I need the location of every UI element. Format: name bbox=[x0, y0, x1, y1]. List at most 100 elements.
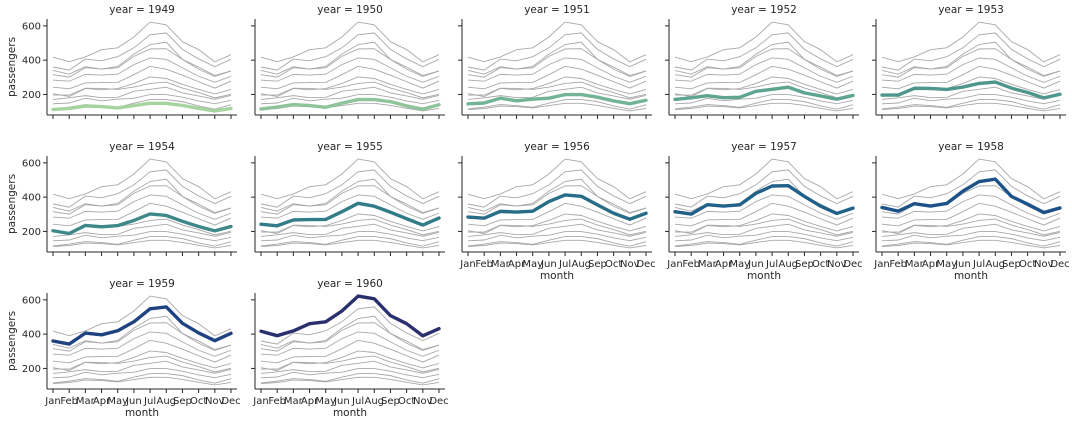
background-line-1949 bbox=[674, 239, 854, 249]
x-tick-label: Jul bbox=[972, 259, 985, 270]
background-line-1957 bbox=[881, 48, 1061, 78]
x-tick-label: Apr bbox=[93, 396, 111, 407]
background-line-1949 bbox=[52, 239, 232, 249]
background-line-1951 bbox=[674, 94, 854, 105]
background-line-1955 bbox=[260, 339, 440, 364]
background-line-1957 bbox=[467, 185, 647, 215]
x-tick-label: Mar bbox=[698, 259, 718, 270]
background-line-1955 bbox=[52, 65, 232, 90]
background-line-1959 bbox=[881, 169, 1061, 208]
background-line-1957 bbox=[52, 48, 232, 78]
background-line-1954 bbox=[467, 76, 647, 97]
background-line-1952 bbox=[260, 86, 440, 100]
x-tick-label: Dec bbox=[843, 259, 862, 270]
background-line-1950 bbox=[467, 236, 647, 247]
x-tick-label: Mar bbox=[284, 396, 304, 407]
x-tick-label: Apr bbox=[508, 259, 526, 270]
background-line-1960 bbox=[674, 21, 854, 63]
x-tick-label: Sep bbox=[173, 396, 192, 407]
background-line-1959 bbox=[260, 169, 440, 208]
background-line-1951 bbox=[881, 231, 1061, 242]
background-line-1956 bbox=[674, 57, 854, 83]
background-line-1951 bbox=[52, 94, 232, 105]
background-line-1950 bbox=[674, 236, 854, 247]
x-tick-label: May bbox=[522, 259, 543, 270]
background-line-1952 bbox=[674, 223, 854, 237]
x-tick-label: Feb bbox=[60, 396, 78, 407]
background-line-1956 bbox=[52, 57, 232, 83]
background-line-1952 bbox=[52, 223, 232, 237]
x-tick-label: Oct bbox=[605, 259, 622, 270]
x-tick-label: Dec bbox=[1050, 259, 1069, 270]
background-line-1951 bbox=[260, 368, 440, 379]
highlight-line-1953 bbox=[880, 80, 1062, 100]
background-line-1956 bbox=[260, 331, 440, 357]
background-line-1957 bbox=[674, 48, 854, 78]
background-line-1949 bbox=[260, 239, 440, 249]
background-line-1949 bbox=[52, 376, 232, 386]
x-tick-label: Sep bbox=[795, 259, 814, 270]
background-line-1958 bbox=[260, 41, 440, 77]
x-tick-label: Jul bbox=[558, 259, 571, 270]
background-line-1952 bbox=[467, 223, 647, 237]
background-line-1950 bbox=[467, 99, 647, 110]
y-axis-label: passengers bbox=[6, 311, 18, 371]
x-axis-label: month bbox=[540, 270, 574, 282]
x-tick-label: Dec bbox=[636, 259, 655, 270]
background-line-1957 bbox=[260, 322, 440, 352]
x-tick-label: Jan bbox=[459, 259, 475, 270]
x-tick-label: Oct bbox=[190, 396, 207, 407]
x-axis-label: month bbox=[125, 407, 159, 419]
x-tick-label: Nov bbox=[413, 396, 433, 407]
background-line-1956 bbox=[260, 57, 440, 83]
x-tick-label: Feb bbox=[268, 396, 286, 407]
background-line-1950 bbox=[52, 236, 232, 247]
background-line-1954 bbox=[674, 76, 854, 97]
background-line-1958 bbox=[674, 41, 854, 77]
background-line-1960 bbox=[674, 158, 854, 200]
facet-panel-1951: year = 1951 bbox=[458, 4, 652, 119]
x-tick-label: Dec bbox=[429, 396, 448, 407]
highlight-line-1959 bbox=[51, 305, 233, 346]
x-tick-label: Jul bbox=[765, 259, 778, 270]
panel-title: year = 1950 bbox=[317, 4, 383, 16]
y-tick-label: 400 bbox=[22, 56, 41, 67]
x-tick-label: Jan bbox=[44, 396, 60, 407]
background-line-1951 bbox=[260, 231, 440, 242]
background-line-1960 bbox=[260, 158, 440, 200]
background-line-1951 bbox=[674, 231, 854, 242]
background-line-1949 bbox=[467, 102, 647, 112]
background-line-1957 bbox=[467, 48, 647, 78]
facet-panel-1952: year = 1952 bbox=[665, 4, 859, 119]
highlight-line-1956 bbox=[466, 193, 648, 221]
x-tick-label: Dec bbox=[221, 396, 240, 407]
background-line-1958 bbox=[881, 41, 1061, 77]
panel-title: year = 1951 bbox=[524, 4, 590, 16]
x-tick-label: Feb bbox=[682, 259, 700, 270]
x-tick-label: Jun bbox=[125, 396, 142, 407]
background-line-1956 bbox=[52, 331, 232, 357]
background-line-1955 bbox=[260, 65, 440, 90]
background-line-1952 bbox=[260, 223, 440, 237]
facet-panel-1954: year = 1954 200 400 600 passengers bbox=[6, 141, 237, 256]
y-axis-label: passengers bbox=[6, 174, 18, 234]
highlight-line-1951 bbox=[466, 92, 648, 106]
panel-title: year = 1960 bbox=[317, 278, 383, 290]
x-tick-label: Feb bbox=[475, 259, 493, 270]
y-tick-label: 600 bbox=[22, 158, 41, 169]
background-line-1955 bbox=[52, 202, 232, 227]
y-axis-label: passengers bbox=[6, 37, 18, 97]
background-line-1949 bbox=[260, 376, 440, 386]
background-line-1955 bbox=[674, 202, 854, 227]
background-line-1952 bbox=[881, 86, 1061, 100]
background-line-1955 bbox=[52, 339, 232, 364]
background-line-1950 bbox=[52, 373, 232, 384]
background-line-1952 bbox=[52, 86, 232, 100]
x-tick-label: Sep bbox=[381, 396, 400, 407]
panel-title: year = 1957 bbox=[731, 141, 797, 153]
background-line-1958 bbox=[52, 41, 232, 77]
